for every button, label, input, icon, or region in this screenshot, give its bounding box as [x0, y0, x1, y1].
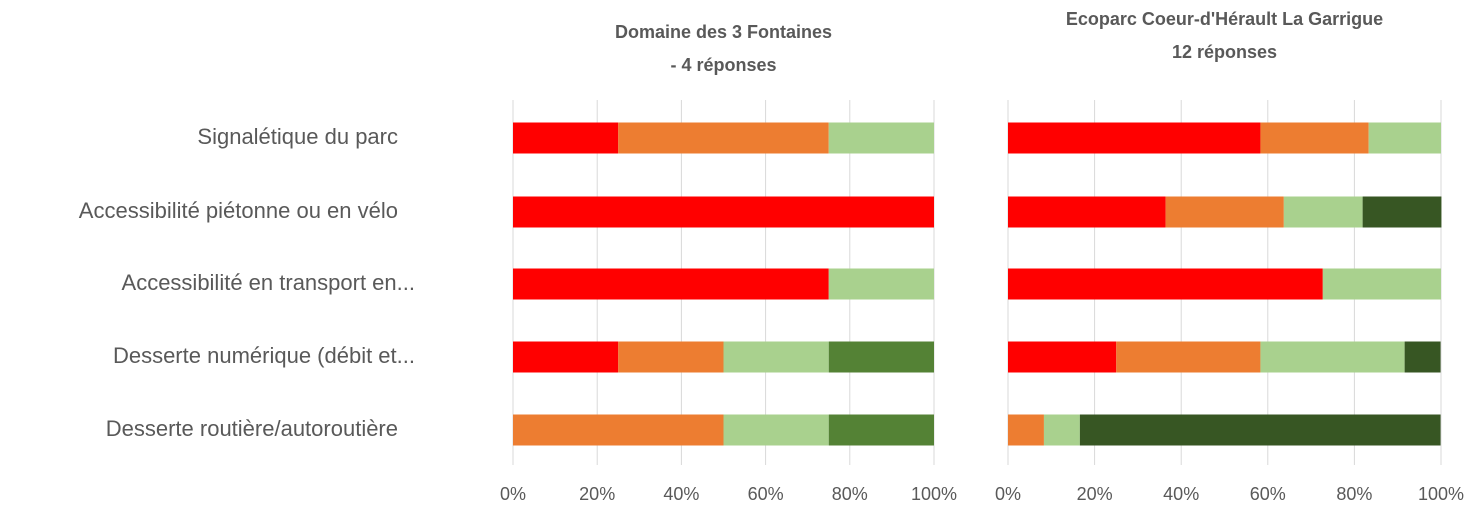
bar-segment — [723, 414, 829, 446]
bar-segment — [1079, 414, 1441, 446]
x-tick-label: 80% — [832, 484, 868, 504]
chart-title: Domaine des 3 Fontaines — [615, 22, 832, 42]
x-tick-label: 80% — [1336, 484, 1372, 504]
chart-subtitle: - 4 réponses — [670, 55, 776, 75]
bar-segment — [828, 341, 934, 373]
bar-segment — [1165, 196, 1284, 228]
bar-segment — [513, 122, 619, 154]
bar-segment — [1008, 414, 1044, 446]
bar-segment — [828, 122, 934, 154]
x-tick-label: 20% — [579, 484, 615, 504]
x-tick-label: 20% — [1077, 484, 1113, 504]
bar-segment — [1008, 196, 1166, 228]
bar-segment — [513, 414, 724, 446]
chart-title: Ecoparc Coeur-d'Hérault La Garrigue — [1066, 9, 1383, 29]
category-label: Desserte numérique (débit et... — [113, 343, 415, 368]
bar-segment — [1362, 196, 1442, 228]
bar-segment — [828, 414, 934, 446]
category-label: Accessibilité piétonne ou en vélo — [79, 198, 398, 223]
bar-segment — [513, 268, 829, 300]
bar-segment — [1260, 122, 1369, 154]
bar-segment — [1116, 341, 1261, 373]
bar-segment — [1043, 414, 1080, 446]
x-tick-label: 40% — [1163, 484, 1199, 504]
bar-segment — [1368, 122, 1441, 154]
chart-subtitle: 12 réponses — [1172, 42, 1277, 62]
bar-segment — [618, 122, 829, 154]
bar-segment — [723, 341, 829, 373]
bar-segment — [1322, 268, 1441, 300]
bar-segment — [513, 341, 619, 373]
bar-segment — [1008, 122, 1261, 154]
x-tick-label: 100% — [1418, 484, 1464, 504]
bar-segment — [1008, 341, 1117, 373]
category-label: Accessibilité en transport en... — [122, 270, 415, 295]
x-tick-label: 0% — [995, 484, 1021, 504]
x-tick-label: 60% — [748, 484, 784, 504]
bar-segment — [1283, 196, 1363, 228]
bar-segment — [618, 341, 724, 373]
x-tick-label: 0% — [500, 484, 526, 504]
bar-segment — [1008, 268, 1323, 300]
bar-segment — [1404, 341, 1441, 373]
x-tick-label: 60% — [1250, 484, 1286, 504]
x-tick-label: 40% — [663, 484, 699, 504]
bar-segment — [513, 196, 934, 228]
bar-segment — [1260, 341, 1405, 373]
bar-segment — [828, 268, 934, 300]
category-label: Desserte routière/autoroutière — [106, 416, 398, 441]
x-tick-label: 100% — [911, 484, 957, 504]
category-label: Signalétique du parc — [197, 124, 398, 149]
